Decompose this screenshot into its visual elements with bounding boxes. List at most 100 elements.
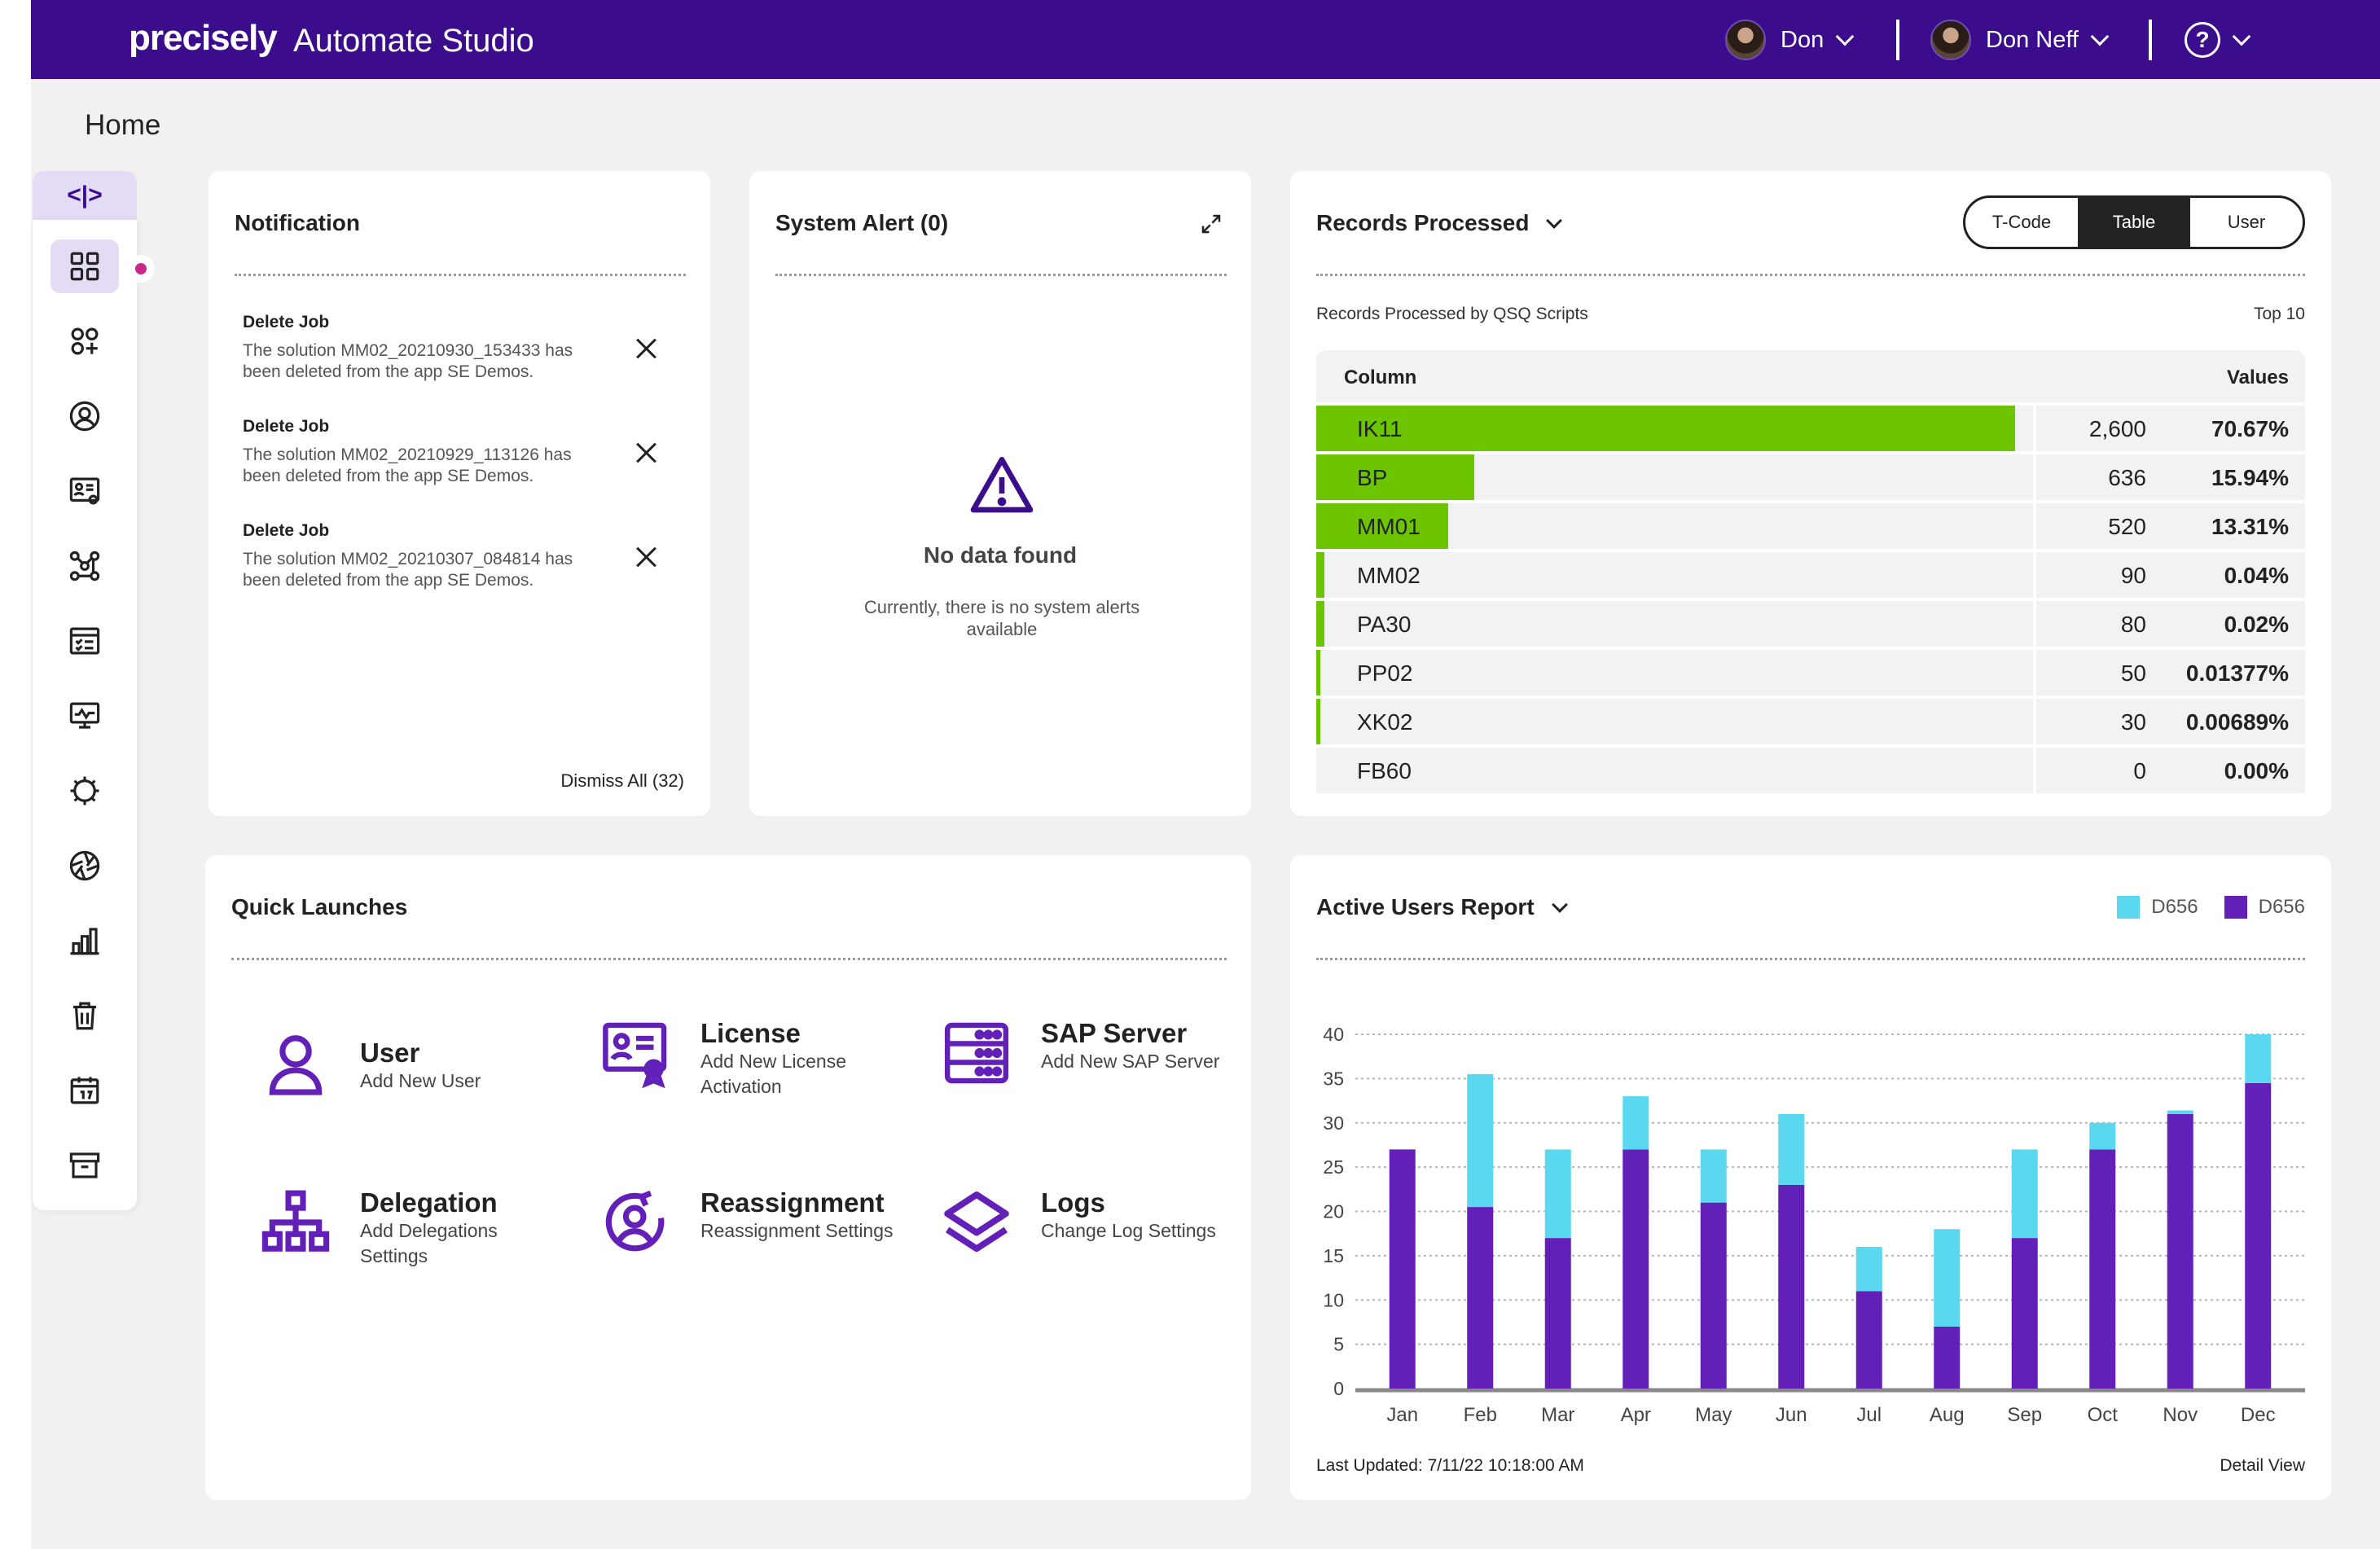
quick-launch-sap-server[interactable]: SAP Server Add New SAP Server	[942, 1018, 1236, 1088]
quick-launch-user[interactable]: User Add New User	[261, 1029, 555, 1099]
sidebar-item-workflow[interactable]	[50, 539, 119, 593]
sidebar-item-trash[interactable]	[50, 989, 119, 1042]
cell-divider	[2033, 552, 2036, 598]
row-bar	[1316, 552, 1324, 598]
cell-divider	[2033, 650, 2036, 696]
notification-card: Notification Delete Job The solution MM0…	[209, 171, 710, 816]
records-top-count: Top 10	[2253, 305, 2305, 323]
trash-icon	[73, 1002, 96, 1030]
settings-gear-icon	[70, 776, 99, 805]
expand-icon[interactable]	[1199, 212, 1223, 236]
system-alert-card: System Alert (0) No data found Currently…	[749, 171, 1251, 816]
divider	[1316, 274, 2305, 276]
x-tick-label: Mar	[1541, 1404, 1574, 1426]
y-tick-label: 20	[1323, 1201, 1344, 1222]
sidebar-item-monitor[interactable]	[50, 689, 119, 743]
toggle-tcode[interactable]: T-Code	[1991, 212, 2052, 232]
quick-launches-title: Quick Launches	[231, 894, 408, 919]
row-value: 90	[2120, 563, 2146, 588]
archive-icon	[69, 1152, 100, 1178]
bar-segment	[2011, 1149, 2038, 1239]
detail-view-link[interactable]: Detail View	[2220, 1456, 2305, 1475]
license-icon	[603, 1022, 667, 1088]
help-menu[interactable]: ?	[2185, 18, 2251, 62]
table-row: FB60 0 0.00%	[1316, 748, 2305, 793]
bar-segment	[1855, 1247, 1882, 1292]
cell-divider	[2033, 503, 2036, 549]
product-name: Automate Studio	[293, 23, 534, 59]
aperture-icon	[69, 850, 100, 881]
bar-segment	[1700, 1202, 1727, 1389]
rail-toggle-button[interactable]: <|>	[33, 171, 137, 220]
delegation-icon	[261, 1190, 330, 1252]
sidebar-item-apps[interactable]	[50, 314, 119, 368]
quick-launches-card: Quick Launches User Add New User License…	[205, 855, 1251, 1500]
quick-launch-delegation[interactable]: Delegation Add Delegations Settings	[261, 1187, 555, 1269]
divider	[775, 274, 1227, 276]
warning-triangle-icon	[970, 457, 1034, 513]
quick-launch-title: License	[700, 1018, 801, 1048]
bar-segment	[1389, 1149, 1416, 1389]
row-name: MM01	[1357, 514, 1421, 539]
close-icon[interactable]	[635, 441, 658, 464]
sidebar-item-settings[interactable]	[50, 764, 119, 818]
x-tick-label: May	[1695, 1404, 1732, 1426]
bar-segment	[1855, 1291, 1882, 1389]
row-value: 0	[2133, 758, 2146, 783]
x-tick-label: Sep	[2007, 1404, 2042, 1426]
layers-icon	[944, 1191, 1009, 1253]
row-name: PA30	[1357, 612, 1412, 637]
chevron-down-icon	[1551, 897, 1568, 913]
quick-launch-license[interactable]: License Add New License Activation	[601, 1018, 896, 1099]
sidebar-item-checklist[interactable]	[50, 614, 119, 668]
checklist-icon	[69, 627, 100, 655]
records-processed-card: Records Processed T-Code Table User Reco…	[1290, 171, 2331, 816]
bar-segment	[2089, 1149, 2116, 1389]
row-bar	[1316, 601, 1324, 647]
row-bar	[1316, 650, 1320, 696]
sidebar-item-dashboard[interactable]	[50, 239, 119, 293]
close-icon[interactable]	[635, 546, 658, 568]
sidebar-item-license[interactable]	[50, 464, 119, 518]
apps-add-icon	[71, 327, 99, 355]
records-title-dropdown[interactable]: Records Processed	[1316, 210, 1563, 236]
user-menu-secondary[interactable]: Don Neff	[1930, 18, 2110, 62]
dismiss-all-link[interactable]: Dismiss All (32)	[560, 770, 684, 791]
sidebar-item-calendar[interactable]	[50, 1064, 119, 1117]
chevron-down-icon	[2232, 27, 2251, 46]
chevron-down-icon	[1835, 27, 1855, 46]
notification-item: Delete Job The solution MM02_20210929_11…	[243, 417, 666, 487]
column-header: Column	[1344, 366, 1417, 388]
table-header: Column Values	[1316, 350, 2305, 402]
bar-segment	[2011, 1238, 2038, 1389]
notification-item-title: Delete Job	[243, 417, 330, 436]
row-percent: 13.31%	[2211, 514, 2289, 539]
toggle-table[interactable]: Table	[2078, 198, 2190, 247]
sidebar-item-reports[interactable]	[50, 914, 119, 968]
row-bar	[1316, 454, 1474, 500]
close-icon[interactable]	[635, 337, 658, 360]
quick-launch-reassignment[interactable]: Reassignment Reassignment Settings	[601, 1187, 896, 1257]
row-value: 50	[2120, 660, 2146, 686]
notification-title: Notification	[235, 210, 360, 235]
last-updated: Last Updated: 7/11/22 10:18:00 AM	[1316, 1456, 1584, 1475]
active-users-title-dropdown[interactable]: Active Users Report	[1316, 894, 1568, 920]
row-value: 520	[2108, 514, 2146, 539]
bar-segment	[2167, 1113, 2193, 1389]
y-tick-label: 5	[1333, 1334, 1344, 1355]
sidebar-item-archive[interactable]	[50, 1139, 119, 1192]
toggle-user[interactable]: User	[2227, 212, 2266, 232]
x-tick-label: Aug	[1930, 1404, 1965, 1426]
sidebar-item-users[interactable]	[50, 389, 119, 443]
top-bar: precisely Automate Studio Don Don Neff ?	[31, 0, 2380, 79]
reassignment-icon	[605, 1190, 665, 1252]
quick-launch-logs[interactable]: Logs Change Log Settings	[942, 1187, 1236, 1257]
x-tick-label: Apr	[1621, 1404, 1651, 1426]
sidebar-item-aperture[interactable]	[50, 839, 119, 893]
bar-segment	[1544, 1149, 1571, 1239]
user-menu-primary[interactable]: Don	[1725, 18, 1855, 62]
row-bar	[1316, 406, 2015, 451]
row-name: FB60	[1357, 758, 1412, 783]
row-percent: 70.67%	[2211, 416, 2289, 441]
brand-logo[interactable]: precisely	[129, 18, 278, 58]
